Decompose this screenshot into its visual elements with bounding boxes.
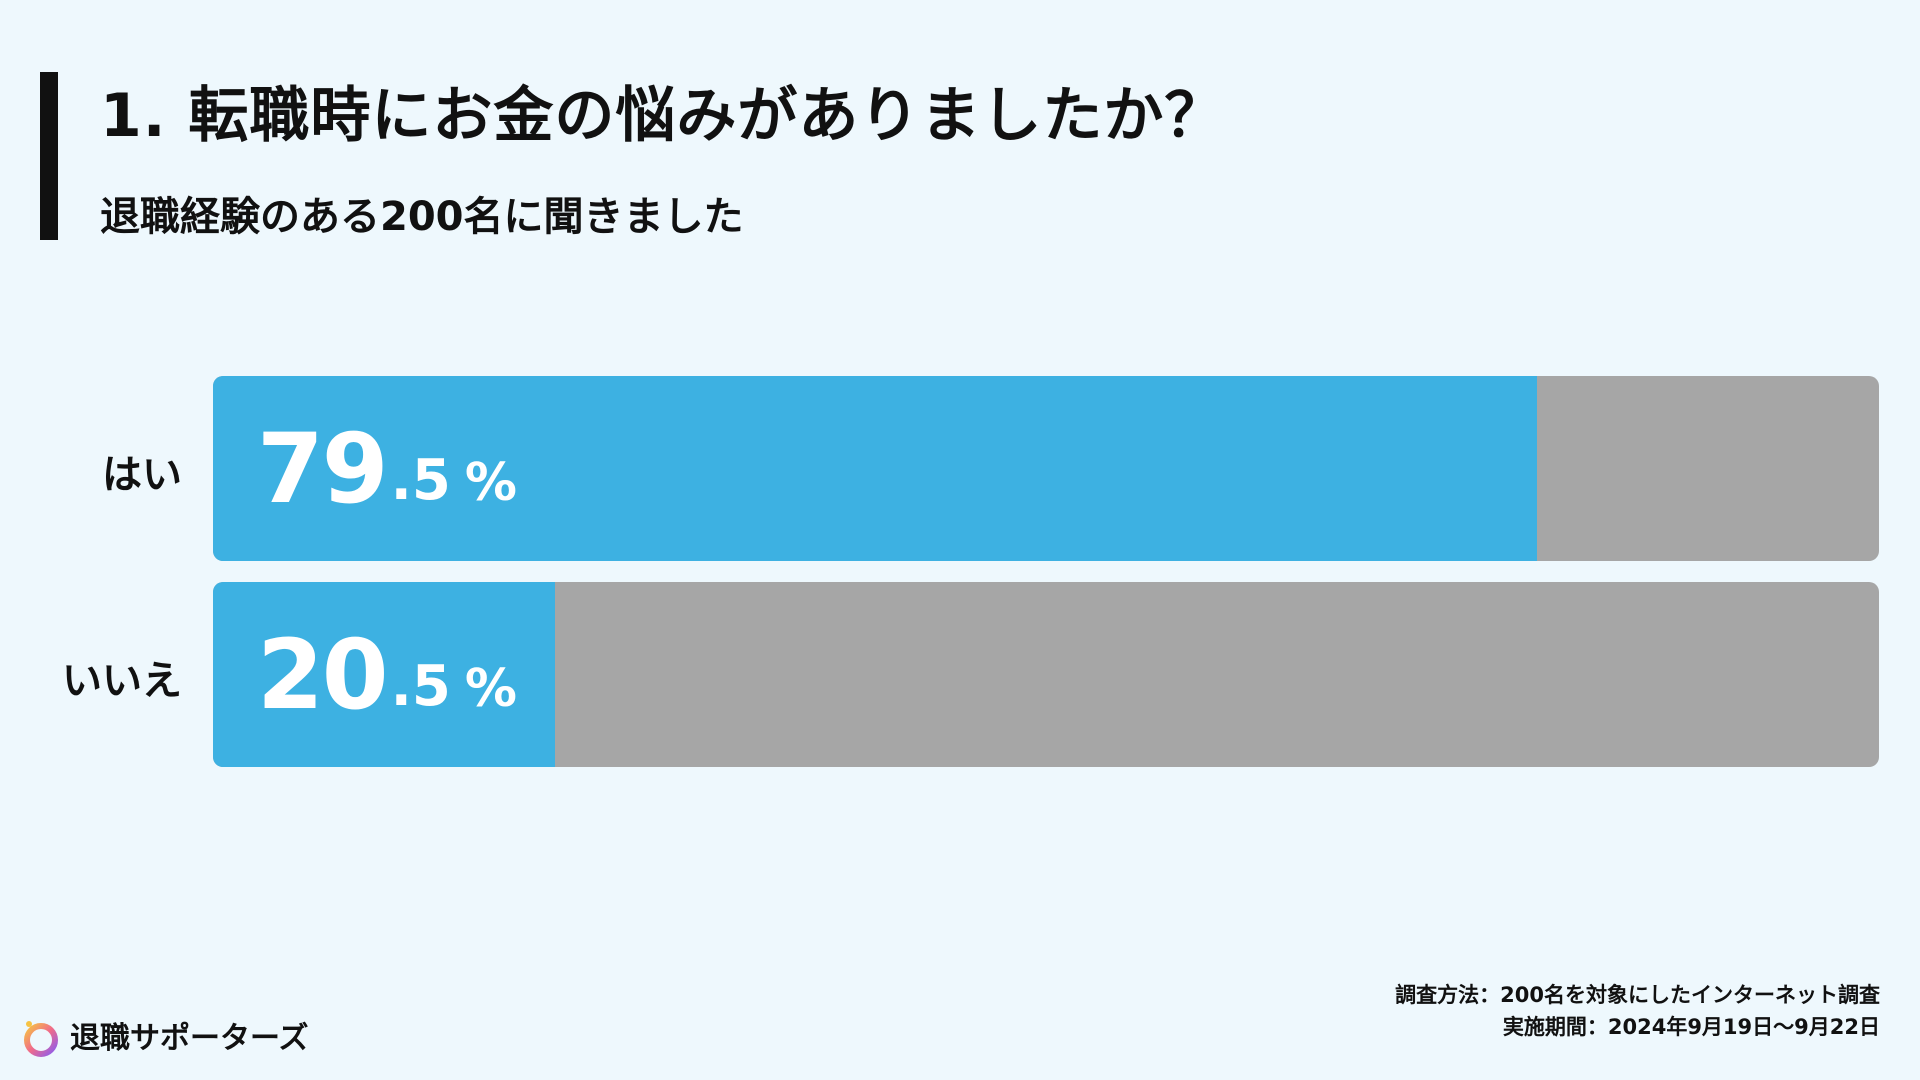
category-label: はい <box>102 452 182 498</box>
data-label-integer: 20 <box>257 618 389 731</box>
data-label: 20.5% <box>257 582 517 767</box>
ring-logo-icon <box>24 1021 58 1057</box>
bar-fill <box>213 376 1538 561</box>
data-label-percent: % <box>464 452 517 513</box>
brand-logo: 退職サポーターズ <box>20 1018 309 1060</box>
data-label-decimal: .5 <box>390 447 451 513</box>
data-label-integer: 79 <box>257 412 389 525</box>
data-label: 79.5% <box>257 376 517 561</box>
bar-track: 20.5% <box>213 582 1879 767</box>
bar-fill <box>213 582 555 767</box>
category-label: いいえ <box>62 658 182 704</box>
chart-title: 1. 転職時にお金の悩みがありましたか？ <box>100 81 1226 151</box>
survey-period-note: 実施期間：2024年9月19日〜9月22日 <box>1502 1015 1880 1039</box>
data-label-percent: % <box>464 658 517 719</box>
data-label-decimal: .5 <box>390 653 451 719</box>
survey-method-note: 調査方法：200名を対象にしたインターネット調査 <box>1395 983 1880 1007</box>
title-accent-bar <box>40 72 58 240</box>
bar-track: 79.5% <box>213 376 1879 561</box>
brand-name: 退職サポーターズ <box>70 1021 309 1056</box>
chart-subtitle: 退職経験のある200名に聞きました <box>100 194 744 240</box>
